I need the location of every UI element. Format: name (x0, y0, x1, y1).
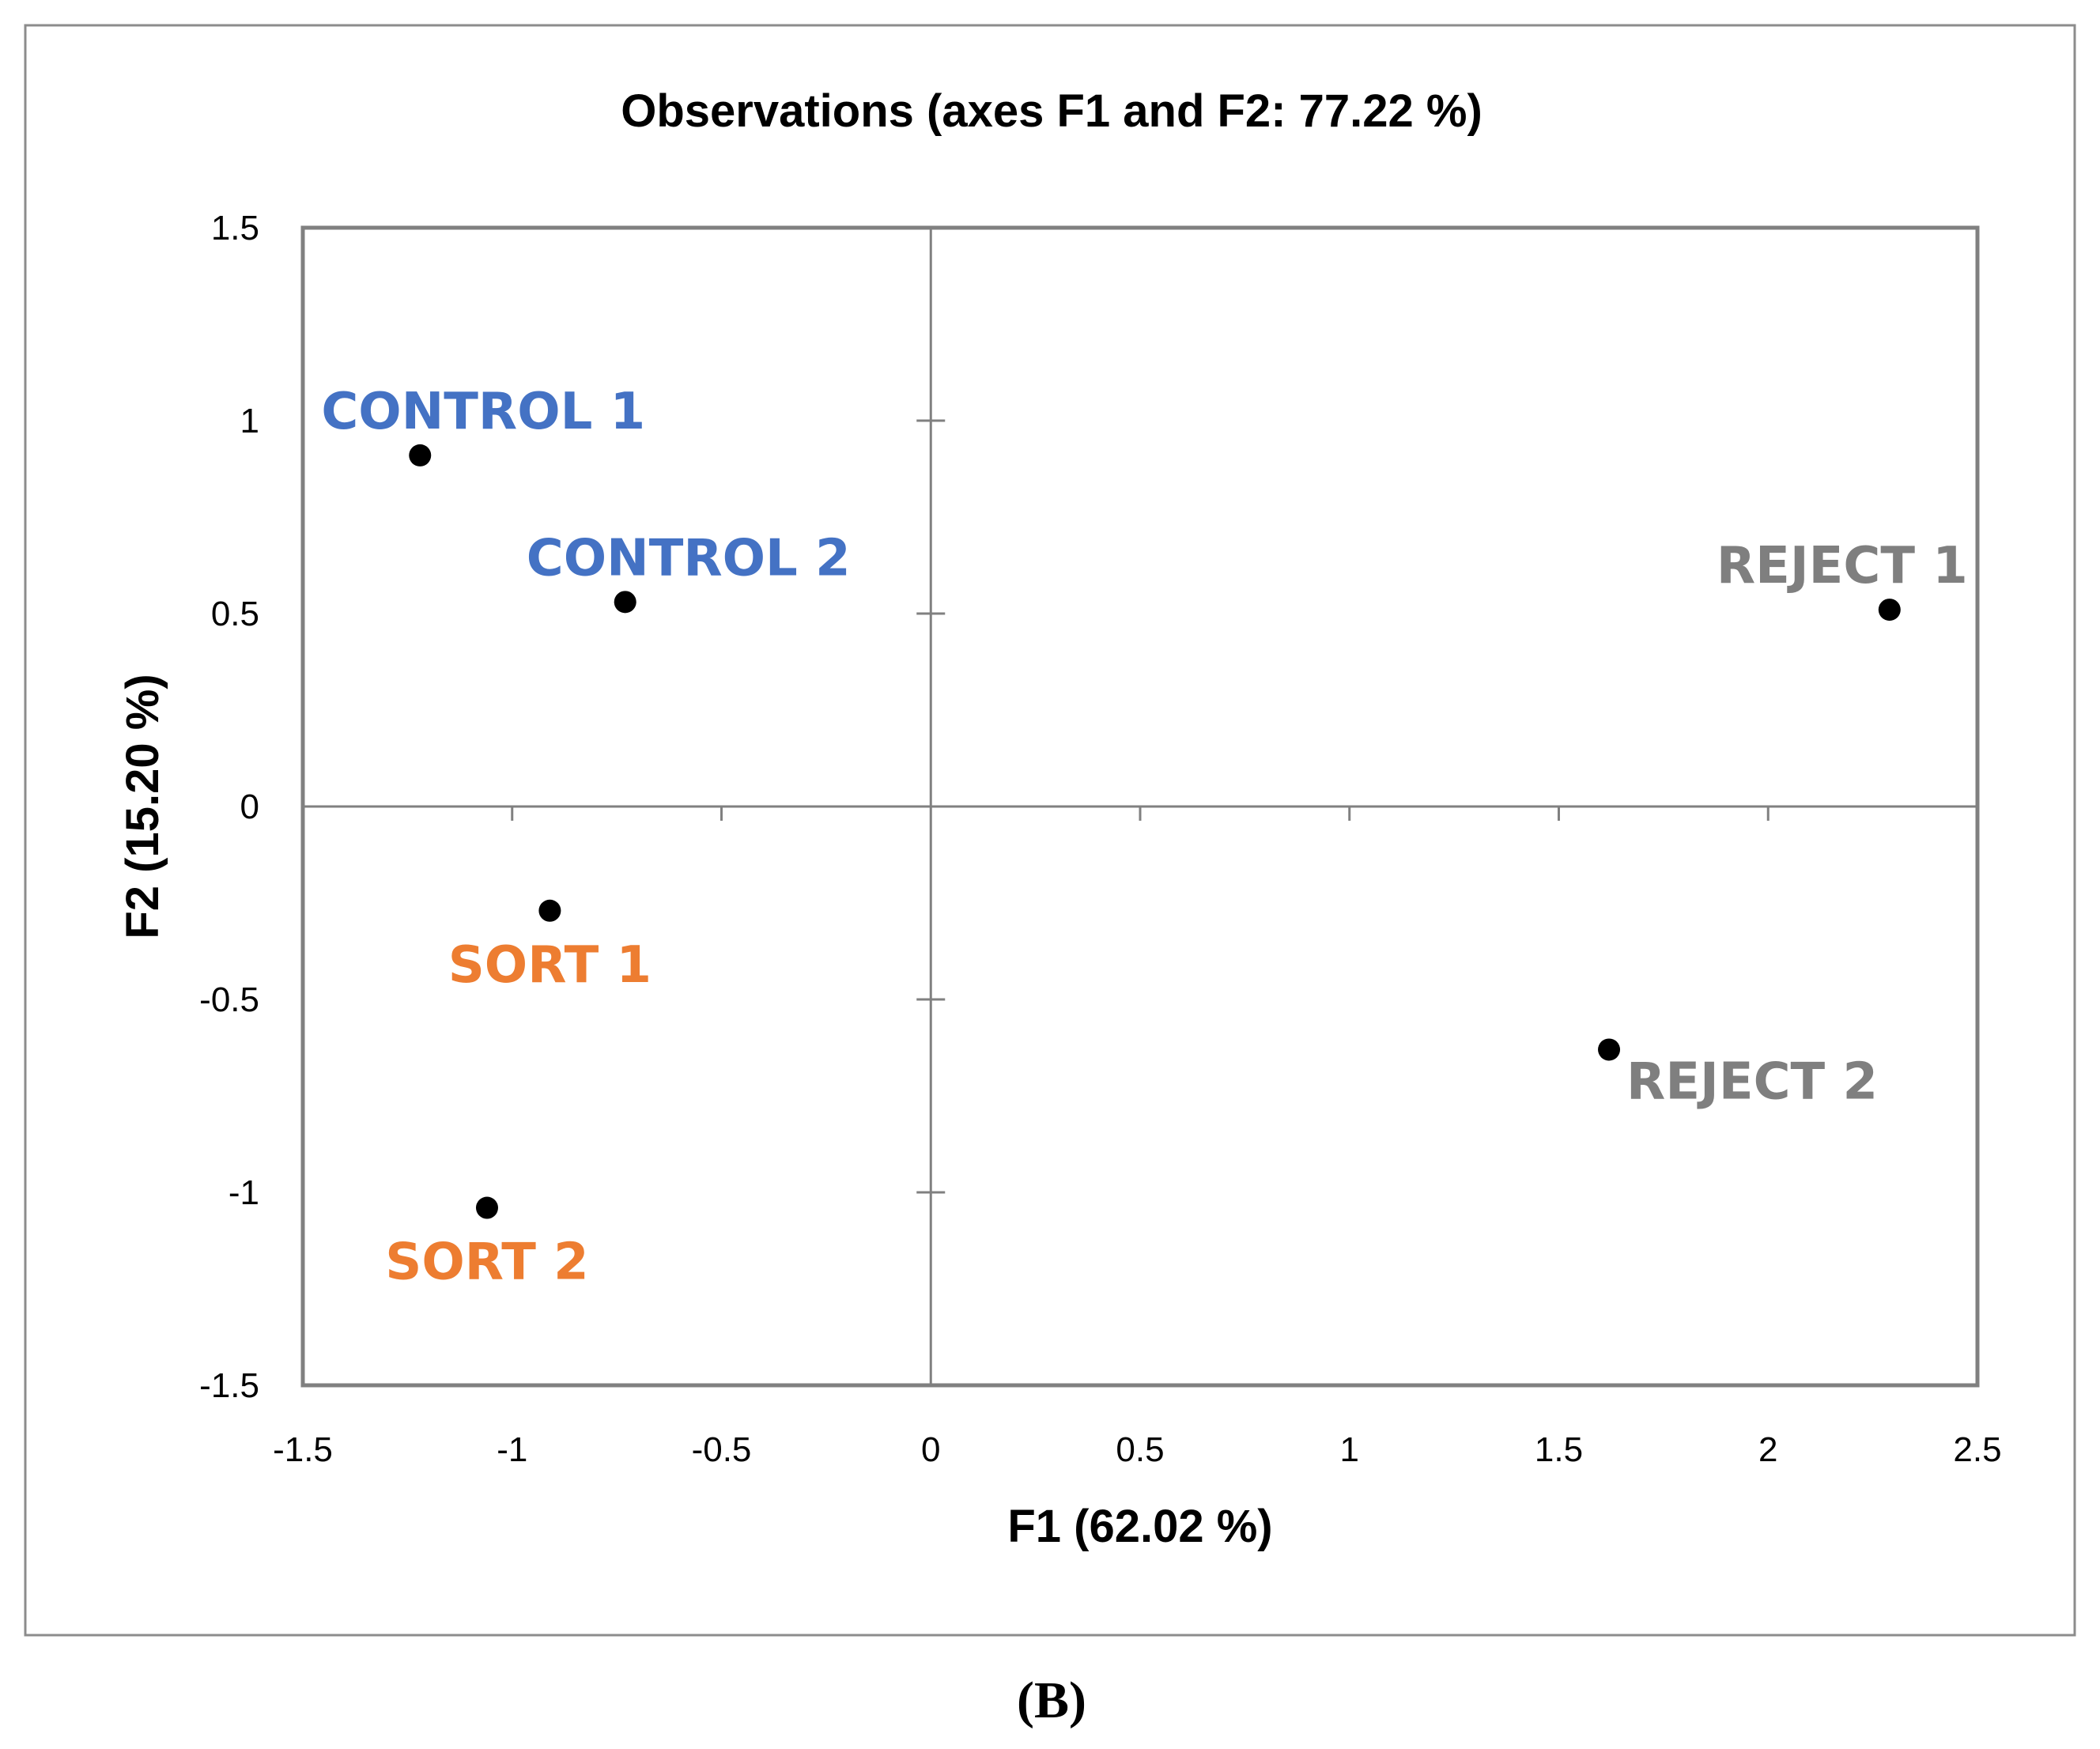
data-point-label: SORT 1 (448, 936, 652, 995)
x-tick-label: 0 (921, 1430, 940, 1469)
x-tick-label: 1.5 (1535, 1430, 1583, 1469)
data-point (475, 1196, 498, 1219)
y-tick-label: 1.5 (211, 209, 259, 247)
x-tick-label: -1.5 (273, 1430, 333, 1469)
figure-caption: (B) (1017, 1672, 1086, 1729)
data-points: CONTROL 1 CONTROL 2 SORT 1 SORT 2 REJECT 1 RE… (321, 383, 1967, 1292)
x-tick-label: -1 (497, 1430, 527, 1469)
x-tick-label: 2 (1758, 1430, 1777, 1469)
y-tick-label: 1 (240, 402, 259, 440)
y-tick-label: -0.5 (199, 980, 259, 1019)
y-tick-label: 0 (240, 788, 259, 826)
data-point-label: SORT 2 (385, 1233, 588, 1292)
y-tick-label: -1.5 (199, 1366, 259, 1405)
x-tick-labels: -1.5 -1 -0.5 0 0.5 1 1.5 2 2.5 (273, 1430, 2002, 1469)
data-point-label: CONTROL 1 (321, 383, 645, 441)
y-tick-label: -1 (229, 1173, 259, 1212)
x-tick-label: 0.5 (1116, 1430, 1164, 1469)
axes-layer (303, 228, 1977, 1385)
data-point (409, 444, 432, 467)
data-point-label: REJECT 2 (1626, 1052, 1878, 1111)
data-point (1598, 1038, 1621, 1061)
chart-frame (24, 24, 2076, 1637)
x-tick-label: -0.5 (692, 1430, 752, 1469)
x-tick-label: 2.5 (1953, 1430, 2001, 1469)
data-point (538, 899, 561, 922)
y-tick-labels: 1.5 1 0.5 0 -0.5 -1 -1.5 (199, 209, 259, 1405)
chart-title: Observations (axes F1 and F2: 77.22 %) (621, 85, 1482, 137)
data-point (614, 591, 636, 614)
y-axis-title: F2 (15.20 %) (117, 674, 168, 939)
data-point-label: REJECT 1 (1717, 537, 1968, 595)
x-axis-title: F1 (62.02 %) (1007, 1501, 1272, 1552)
x-tick-label: 1 (1340, 1430, 1359, 1469)
y-tick-label: 0.5 (211, 595, 259, 633)
data-point (1878, 599, 1901, 621)
data-point-label: CONTROL 2 (527, 529, 851, 587)
